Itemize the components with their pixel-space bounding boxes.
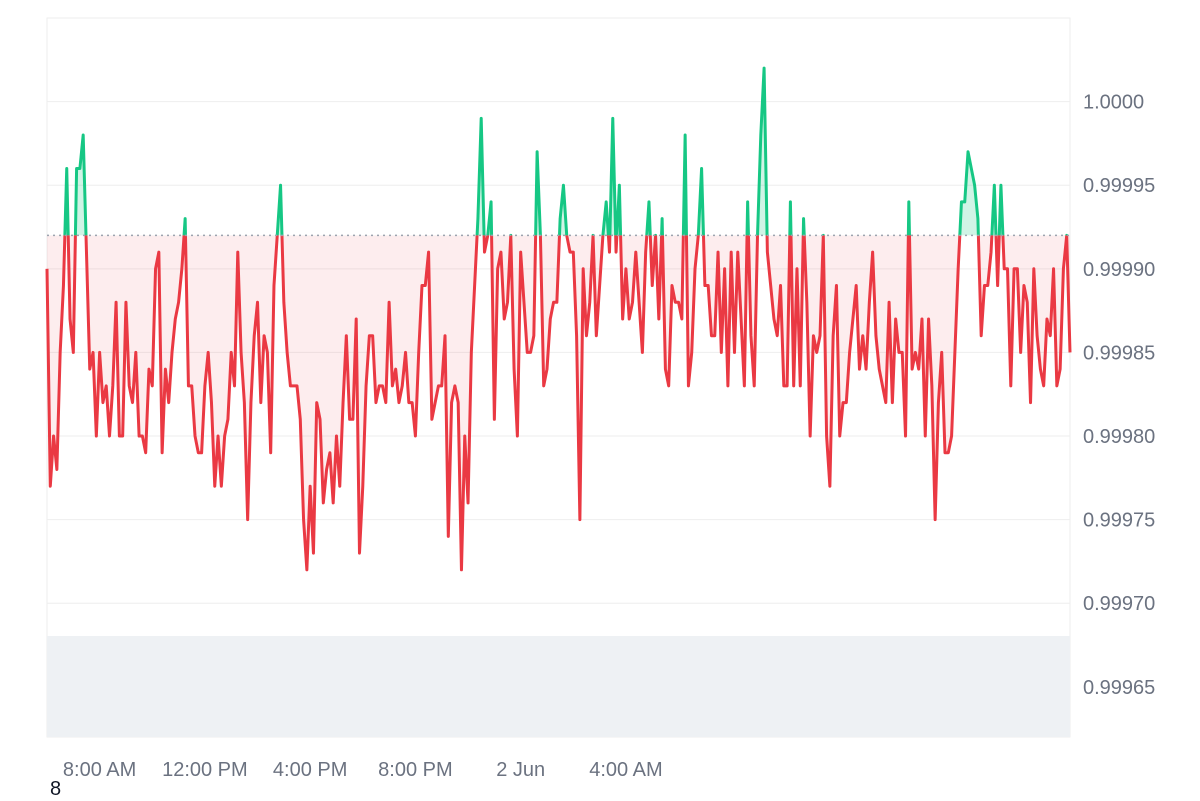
y-axis-ticks: 1.0000 0.99995 0.99990 0.99985 0.99980 0.9997… <box>1083 92 1155 699</box>
y-tick-label: 1.0000 <box>1083 92 1144 114</box>
x-tick-label: 4:00 AM <box>589 759 662 781</box>
volume-band <box>47 636 1070 737</box>
y-tick-label: 0.99985 <box>1083 342 1155 364</box>
y-tick-label: 0.99980 <box>1083 426 1155 448</box>
x-tick-label: 4:00 PM <box>273 759 347 781</box>
x-tick-label: 8:00 PM <box>378 759 452 781</box>
volume-area <box>47 636 1070 737</box>
price-area-fill <box>47 68 1070 570</box>
y-tick-label: 0.99975 <box>1083 510 1155 532</box>
area-fill-above <box>47 68 1070 236</box>
price-line <box>45 66 1072 572</box>
x-axis-ticks: 8:00 AM 12:00 PM 4:00 PM 8:00 PM 2 Jun 4:00 A… <box>63 759 663 781</box>
y-tick-label: 0.99970 <box>1083 593 1155 615</box>
corner-label: 8 <box>50 778 62 800</box>
x-tick-label: 12:00 PM <box>162 759 248 781</box>
x-tick-label: 8:00 AM <box>63 759 136 781</box>
y-tick-label: 0.99995 <box>1083 175 1155 197</box>
series-line-below <box>45 235 1072 572</box>
y-tick-label: 0.99990 <box>1083 259 1155 281</box>
x-tick-label: 2 Jun <box>496 759 545 781</box>
y-tick-label: 0.99965 <box>1083 677 1155 699</box>
area-fill-below <box>47 235 1070 570</box>
